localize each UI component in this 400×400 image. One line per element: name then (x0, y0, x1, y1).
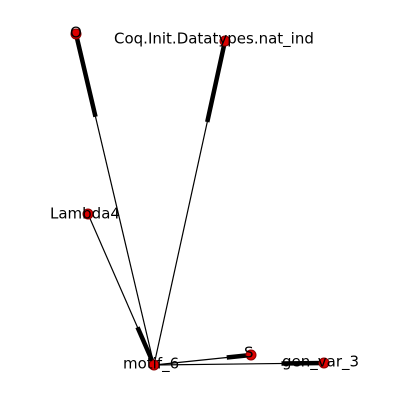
node-nat_ind[interactable] (219, 35, 231, 47)
edge-arrow-motif_6-nat_ind (205, 40, 228, 123)
edge-arrow-Lambda4-motif_6 (135, 326, 157, 366)
edge-arrow-motif_6-gen_var_3 (281, 360, 325, 366)
node-label-gen_var_3: gen_var_3 (282, 353, 359, 372)
node-O[interactable] (70, 28, 82, 40)
nodes-layer (70, 28, 330, 371)
labels-layer: O Coq.Init.Datatypes.nat_ind Lambda4 motif_… (50, 24, 359, 374)
node-gen_var_3[interactable] (318, 357, 330, 369)
node-label-motif_6: motif_6 (123, 355, 179, 374)
node-Lambda4[interactable] (82, 208, 94, 220)
node-S[interactable] (245, 349, 257, 361)
edge-arrow-motif_6-O (73, 33, 98, 118)
node-label-Lambda4: Lambda4 (50, 205, 120, 223)
node-label-S: S (244, 344, 254, 362)
node-label-O: O (70, 24, 82, 42)
edges-layer (73, 33, 325, 366)
node-motif_6[interactable] (148, 359, 160, 371)
node-label-nat_ind: Coq.Init.Datatypes.nat_ind (114, 30, 314, 49)
